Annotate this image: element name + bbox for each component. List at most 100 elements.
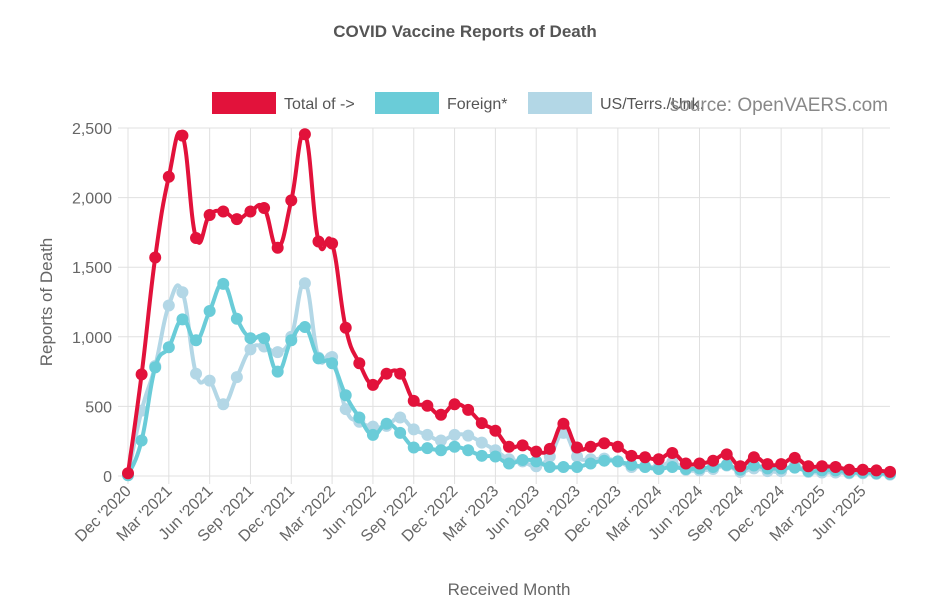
data-point[interactable] <box>434 408 447 421</box>
data-point[interactable] <box>747 459 760 472</box>
legend-label[interactable]: US/Terrs./Unk. <box>600 96 704 113</box>
data-point[interactable] <box>652 453 665 466</box>
data-point[interactable] <box>190 231 203 244</box>
data-point[interactable] <box>285 334 298 347</box>
data-point[interactable] <box>149 361 162 374</box>
data-point[interactable] <box>258 332 271 345</box>
data-point[interactable] <box>421 399 434 412</box>
data-point[interactable] <box>543 442 556 455</box>
data-point[interactable] <box>298 277 311 290</box>
data-point[interactable] <box>407 441 420 454</box>
data-point[interactable] <box>230 312 243 325</box>
data-point[interactable] <box>557 417 570 430</box>
data-point[interactable] <box>217 205 230 218</box>
data-point[interactable] <box>190 367 203 380</box>
data-point[interactable] <box>271 346 284 359</box>
data-point[interactable] <box>571 441 584 454</box>
data-point[interactable] <box>462 403 475 416</box>
data-point[interactable] <box>571 450 584 463</box>
data-point[interactable] <box>339 403 352 416</box>
data-point[interactable] <box>462 429 475 442</box>
data-point[interactable] <box>829 460 842 473</box>
data-point[interactable] <box>135 434 148 447</box>
data-point[interactable] <box>747 451 760 464</box>
data-point[interactable] <box>380 417 393 430</box>
data-point[interactable] <box>176 286 189 299</box>
data-point[interactable] <box>625 449 638 462</box>
data-point[interactable] <box>870 464 883 477</box>
legend-swatch[interactable] <box>212 92 276 114</box>
data-point[interactable] <box>856 463 869 476</box>
data-point[interactable] <box>421 442 434 455</box>
data-point[interactable] <box>652 463 665 476</box>
data-point[interactable] <box>448 428 461 441</box>
data-point[interactable] <box>407 423 420 436</box>
data-point[interactable] <box>598 437 611 450</box>
data-point[interactable] <box>394 411 407 424</box>
data-point[interactable] <box>122 467 134 480</box>
data-point[interactable] <box>693 457 706 470</box>
data-point[interactable] <box>203 305 216 318</box>
data-point[interactable] <box>666 460 679 473</box>
data-point[interactable] <box>843 463 856 476</box>
data-point[interactable] <box>584 440 597 453</box>
data-point[interactable] <box>475 436 488 449</box>
data-point[interactable] <box>720 448 733 461</box>
data-point[interactable] <box>434 434 447 447</box>
data-point[interactable] <box>326 237 339 250</box>
data-point[interactable] <box>190 334 203 347</box>
data-point[interactable] <box>503 440 515 453</box>
legend-swatch[interactable] <box>375 92 439 114</box>
data-point[interactable] <box>326 357 339 370</box>
data-point[interactable] <box>761 458 774 471</box>
data-point[interactable] <box>734 460 747 473</box>
data-point[interactable] <box>448 440 461 453</box>
data-point[interactable] <box>312 352 325 365</box>
data-point[interactable] <box>176 129 189 142</box>
data-point[interactable] <box>353 411 366 424</box>
data-point[interactable] <box>366 420 379 433</box>
data-point[interactable] <box>788 461 801 474</box>
data-point[interactable] <box>516 453 529 466</box>
data-point[interactable] <box>366 428 379 441</box>
data-point[interactable] <box>366 378 379 391</box>
data-point[interactable] <box>298 128 311 141</box>
data-point[interactable] <box>230 213 243 226</box>
data-point[interactable] <box>788 451 801 464</box>
data-point[interactable] <box>203 209 216 221</box>
data-point[interactable] <box>530 445 543 458</box>
legend-label[interactable]: Total of -> <box>284 96 355 113</box>
data-point[interactable] <box>135 368 148 381</box>
data-point[interactable] <box>611 455 624 468</box>
data-point[interactable] <box>298 321 311 334</box>
data-point[interactable] <box>448 398 461 411</box>
data-point[interactable] <box>434 444 447 457</box>
data-point[interactable] <box>462 444 475 457</box>
data-point[interactable] <box>380 367 393 380</box>
data-point[interactable] <box>639 451 652 464</box>
data-point[interactable] <box>203 374 216 387</box>
data-point[interactable] <box>176 313 189 326</box>
data-point[interactable] <box>394 426 407 439</box>
data-point[interactable] <box>407 394 420 407</box>
data-point[interactable] <box>230 371 243 384</box>
data-point[interactable] <box>271 241 284 254</box>
data-point[interactable] <box>475 449 488 462</box>
data-point[interactable] <box>217 277 230 290</box>
data-point[interactable] <box>707 454 720 467</box>
data-point[interactable] <box>775 458 788 471</box>
data-point[interactable] <box>217 398 230 411</box>
data-point[interactable] <box>258 202 271 215</box>
data-point[interactable] <box>625 458 638 471</box>
data-point[interactable] <box>598 454 611 467</box>
data-point[interactable] <box>611 440 624 453</box>
data-point[interactable] <box>530 455 543 468</box>
data-point[interactable] <box>475 417 488 430</box>
data-point[interactable] <box>802 460 815 473</box>
data-point[interactable] <box>339 321 352 334</box>
data-point[interactable] <box>884 465 896 478</box>
legend-swatch[interactable] <box>528 92 592 114</box>
data-point[interactable] <box>666 447 679 460</box>
legend-label[interactable]: Foreign* <box>447 96 507 113</box>
data-point[interactable] <box>489 450 502 463</box>
